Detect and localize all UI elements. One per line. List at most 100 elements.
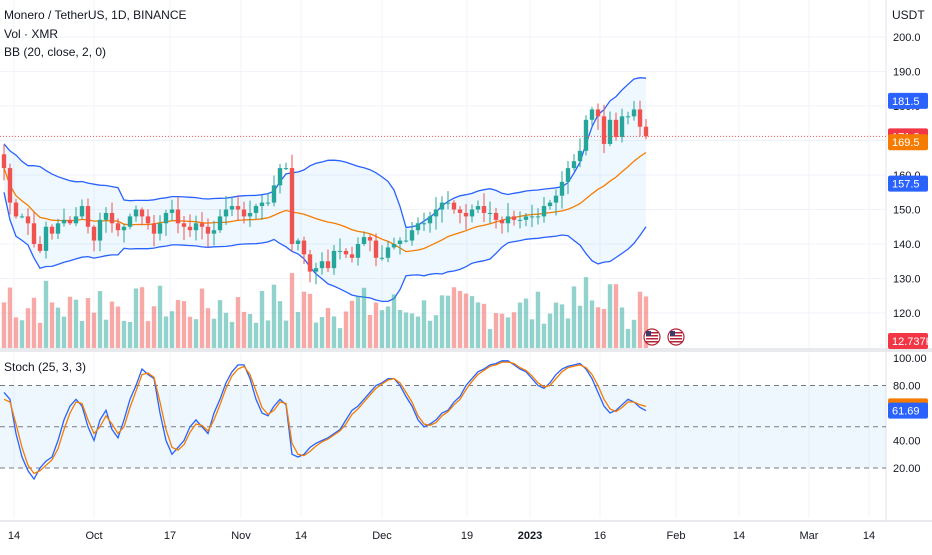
candle-body [181, 223, 187, 227]
volume-legend[interactable]: Vol · XMR [4, 27, 59, 41]
candle [121, 224, 127, 243]
bb-lower-line [3, 192, 647, 303]
candle [61, 208, 67, 227]
volume-bar [493, 313, 499, 348]
candle-body [247, 212, 253, 217]
candle [505, 203, 511, 233]
candles [0, 100, 886, 285]
candle [499, 216, 505, 234]
candle [181, 216, 187, 241]
volume-bar [73, 299, 79, 348]
volume-bar [451, 287, 457, 348]
candle [529, 204, 535, 228]
candle [463, 204, 469, 230]
volume-bar [559, 304, 565, 348]
volume-bar [601, 308, 607, 348]
candle-body [367, 237, 373, 241]
flag-stripe [646, 335, 658, 337]
volume-bar [619, 307, 625, 348]
volume-bar [193, 319, 199, 348]
candle-body [301, 240, 307, 255]
price-axis: 200.0190.0180.0170.0160.0150.0140.0130.0… [893, 32, 927, 475]
candle [541, 196, 547, 223]
candle [559, 171, 565, 209]
candle-body [307, 254, 313, 272]
volume-bar [481, 303, 487, 348]
candle [343, 248, 349, 259]
candle-body [337, 250, 343, 252]
volume-bar [595, 307, 601, 348]
tag-background [888, 134, 928, 151]
volume-bar [487, 329, 493, 348]
candle [589, 107, 595, 126]
candle [433, 197, 439, 230]
volume-bar [523, 298, 529, 348]
candle [607, 111, 613, 147]
candle [511, 210, 517, 226]
candle-body [43, 226, 49, 251]
flag-stripe [646, 341, 658, 343]
bb-legend[interactable]: BB (20, close, 2, 0) [4, 45, 107, 59]
candle-body [355, 244, 361, 258]
candle [139, 207, 145, 226]
candle-body [589, 109, 595, 120]
stoch-k-line [3, 360, 647, 481]
candle-body [397, 240, 403, 244]
candle-body [373, 240, 379, 258]
candle [217, 209, 223, 233]
candle-body [289, 168, 295, 244]
time-axis-label: Nov [231, 530, 251, 542]
volume-bar [265, 320, 271, 348]
candle [355, 237, 361, 266]
time-axis-label: Oct [85, 530, 102, 542]
candle [619, 108, 625, 143]
candle [535, 208, 541, 225]
volume-bar [175, 299, 181, 348]
candle-body [133, 209, 139, 217]
flag-stripe [670, 335, 682, 337]
candle [337, 238, 343, 260]
volume-bar [31, 297, 37, 348]
candle [331, 245, 337, 275]
volume-bar [223, 312, 229, 348]
volume-bar [187, 316, 193, 348]
candle [385, 240, 391, 263]
volume-bar [403, 312, 409, 348]
stoch-legend[interactable]: Stoch (25, 3, 3) [4, 360, 87, 374]
candle-body [187, 226, 193, 231]
candle-body [265, 202, 271, 204]
volume-bar [13, 317, 19, 348]
candle [319, 252, 325, 275]
tag-text: 157.5 [892, 179, 920, 191]
volume-bar [547, 313, 553, 348]
stochastic-pane [0, 360, 886, 481]
symbol-title[interactable]: Monero / TetherUS, 1D, BINANCE [4, 8, 187, 22]
candle [637, 100, 643, 137]
volume-bar [79, 320, 85, 348]
candle-body [499, 219, 505, 224]
candle [271, 175, 277, 207]
candle-body [325, 261, 331, 269]
candle [157, 215, 163, 241]
volume-bar [157, 285, 163, 348]
candle-body [421, 223, 427, 225]
flag-stripe [646, 338, 658, 340]
candle-body [349, 254, 355, 258]
time-axis-label: 14 [863, 530, 875, 542]
candle-body [523, 216, 529, 220]
candle [493, 207, 499, 229]
price-axis-label: 150.0 [893, 205, 921, 217]
candle-body [103, 212, 109, 220]
candle-body [427, 216, 433, 224]
time-axis-label: Dec [372, 530, 392, 542]
candle-body [451, 202, 457, 210]
candle-body [193, 223, 199, 231]
price-tag: 157.5 [888, 175, 928, 192]
candle-body [37, 244, 43, 251]
candle [193, 215, 199, 241]
volume-bar [385, 306, 391, 348]
candle-body [631, 109, 637, 117]
candle [277, 163, 283, 194]
